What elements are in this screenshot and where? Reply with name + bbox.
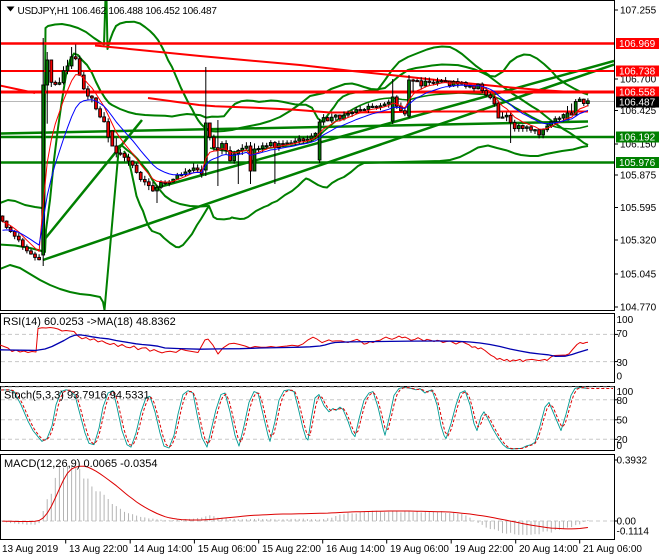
svg-text:100: 100 [617, 315, 634, 326]
svg-text:16 Aug 14:00: 16 Aug 14:00 [326, 544, 385, 555]
svg-text:14 Aug 14:00: 14 Aug 14:00 [134, 544, 193, 555]
svg-text:21 Aug 06:00: 21 Aug 06:00 [583, 544, 642, 555]
svg-text:USDJPY,H1 106.462 106.488 106: USDJPY,H1 106.462 106.488 106.452 106.48… [18, 6, 218, 17]
svg-text:106.487: 106.487 [619, 98, 656, 109]
svg-text:RSI(14) 60.0253 ->MA(18) 48.8: RSI(14) 60.0253 ->MA(18) 48.8362 [3, 316, 176, 328]
svg-text:105.320: 105.320 [620, 236, 657, 247]
svg-text:15 Aug 22:00: 15 Aug 22:00 [262, 544, 321, 555]
svg-text:106.192: 106.192 [619, 133, 656, 144]
svg-text:0.00: 0.00 [617, 517, 637, 528]
svg-text:13 Aug 22:00: 13 Aug 22:00 [69, 544, 128, 555]
svg-text:13 Aug 2019: 13 Aug 2019 [2, 544, 59, 555]
svg-text:106.425: 106.425 [620, 106, 657, 117]
svg-text:50: 50 [617, 415, 629, 426]
svg-text:Stoch(5,3,3) 93.7916 94.5331: Stoch(5,3,3) 93.7916 94.5331 [4, 390, 150, 402]
svg-text:15 Aug 06:00: 15 Aug 06:00 [198, 544, 257, 555]
svg-text:80: 80 [617, 396, 629, 407]
svg-text:20: 20 [617, 435, 629, 446]
svg-text:70: 70 [617, 329, 629, 340]
svg-text:105.976: 105.976 [619, 158, 656, 169]
svg-text:19 Aug 22:00: 19 Aug 22:00 [455, 544, 514, 555]
svg-text:20 Aug 14:00: 20 Aug 14:00 [519, 544, 578, 555]
svg-text:106.558: 106.558 [619, 88, 656, 99]
svg-text:106.150: 106.150 [620, 140, 657, 151]
svg-text:19 Aug 06:00: 19 Aug 06:00 [390, 544, 449, 555]
svg-text:0: 0 [617, 372, 623, 383]
svg-text:106.700: 106.700 [620, 75, 657, 86]
svg-text:105.595: 105.595 [620, 203, 657, 214]
svg-text:-0.1114: -0.1114 [617, 527, 650, 538]
svg-text:106.969: 106.969 [619, 39, 656, 50]
svg-text:105.045: 105.045 [620, 270, 657, 281]
svg-text:0.3932: 0.3932 [617, 456, 648, 467]
svg-text:30: 30 [617, 358, 629, 369]
svg-text:104.770: 104.770 [620, 303, 657, 314]
svg-text:MACD(12,26,9) 0.0065 -0.0354: MACD(12,26,9) 0.0065 -0.0354 [4, 458, 157, 470]
svg-text:107.255: 107.255 [620, 6, 657, 17]
svg-text:106.738: 106.738 [619, 67, 656, 78]
svg-text:100: 100 [617, 387, 634, 398]
svg-text:0: 0 [617, 441, 623, 452]
svg-text:105.875: 105.875 [620, 171, 657, 182]
